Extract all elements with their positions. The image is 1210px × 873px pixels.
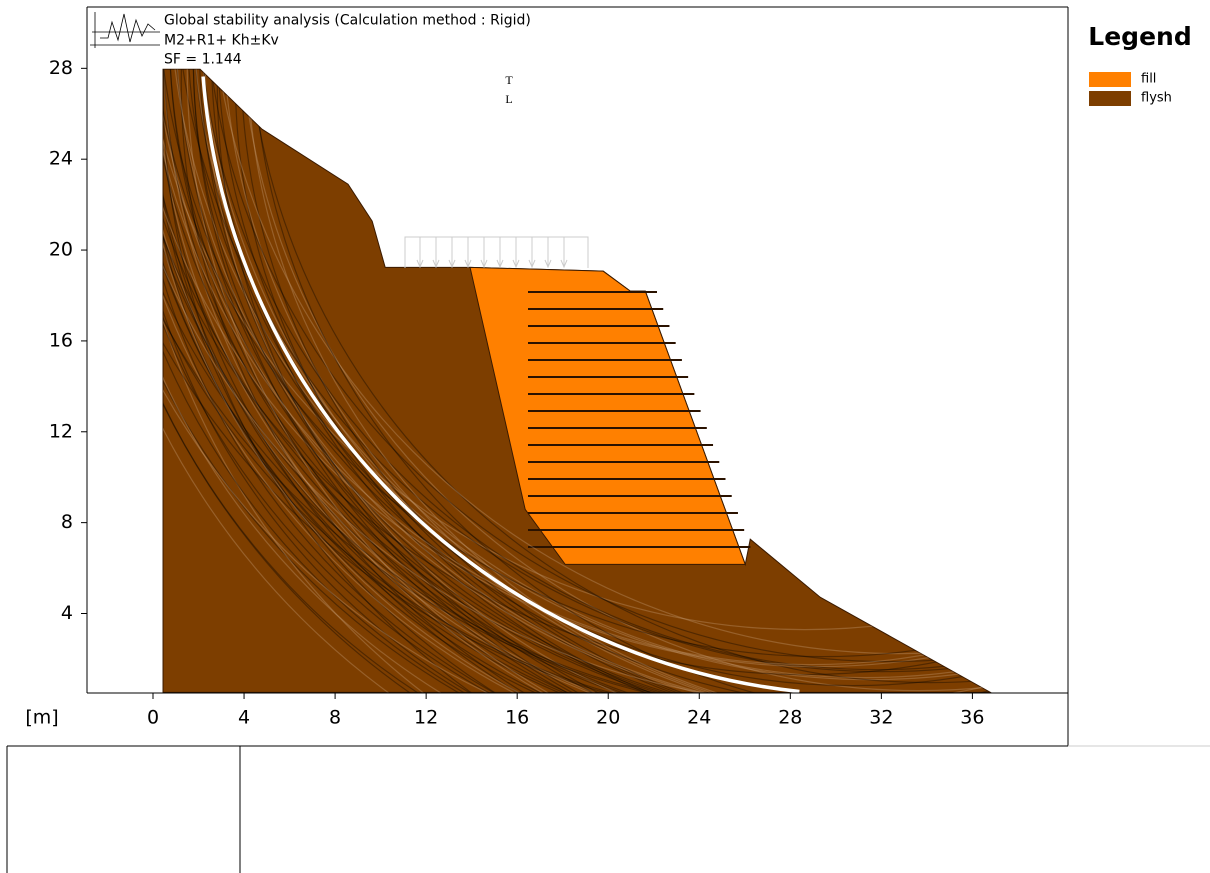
- x-tick-label: 0: [147, 707, 159, 729]
- x-tick-label: 24: [687, 707, 711, 729]
- x-tick-label: 32: [869, 707, 893, 729]
- legend-panel: Legend: [1068, 22, 1210, 746]
- x-tick-label: 16: [505, 707, 529, 729]
- analysis-icon: [90, 12, 160, 48]
- load-outline: [405, 237, 588, 268]
- surcharge-load: [405, 237, 588, 268]
- safety-factor: SF = 1.144: [164, 52, 242, 68]
- legend-label: fill: [1141, 72, 1156, 87]
- x-tick-label: 20: [596, 707, 620, 729]
- legend-label: flysh: [1141, 91, 1172, 106]
- analysis-title: Global stability analysis (Calculation m…: [164, 13, 531, 29]
- marker: T: [505, 73, 513, 87]
- x-tick-label: 28: [778, 707, 802, 729]
- y-tick-label: 12: [49, 420, 73, 442]
- marker: L: [505, 92, 512, 106]
- combination: M2+R1+ Kh±Kv: [164, 33, 279, 49]
- y-tick-label: 28: [49, 57, 73, 79]
- x-tick-label: 36: [960, 707, 984, 729]
- x-tick-label: 4: [238, 707, 250, 729]
- screen: Legend Global stability analysis (Calcul…: [0, 0, 1210, 873]
- legend-swatch: [1089, 72, 1131, 87]
- x-tick-label: 8: [329, 707, 341, 729]
- x-tick-label: 12: [414, 707, 438, 729]
- y-tick-label: 20: [49, 239, 73, 261]
- y-tick-label: 8: [61, 511, 73, 533]
- y-tick-label: 16: [49, 329, 73, 351]
- y-tick-label: 4: [61, 602, 73, 624]
- legend-title: Legend: [1088, 22, 1191, 51]
- y-tick-label: 24: [49, 148, 73, 170]
- axis-unit: [m]: [25, 707, 58, 729]
- legend-swatch: [1089, 91, 1131, 106]
